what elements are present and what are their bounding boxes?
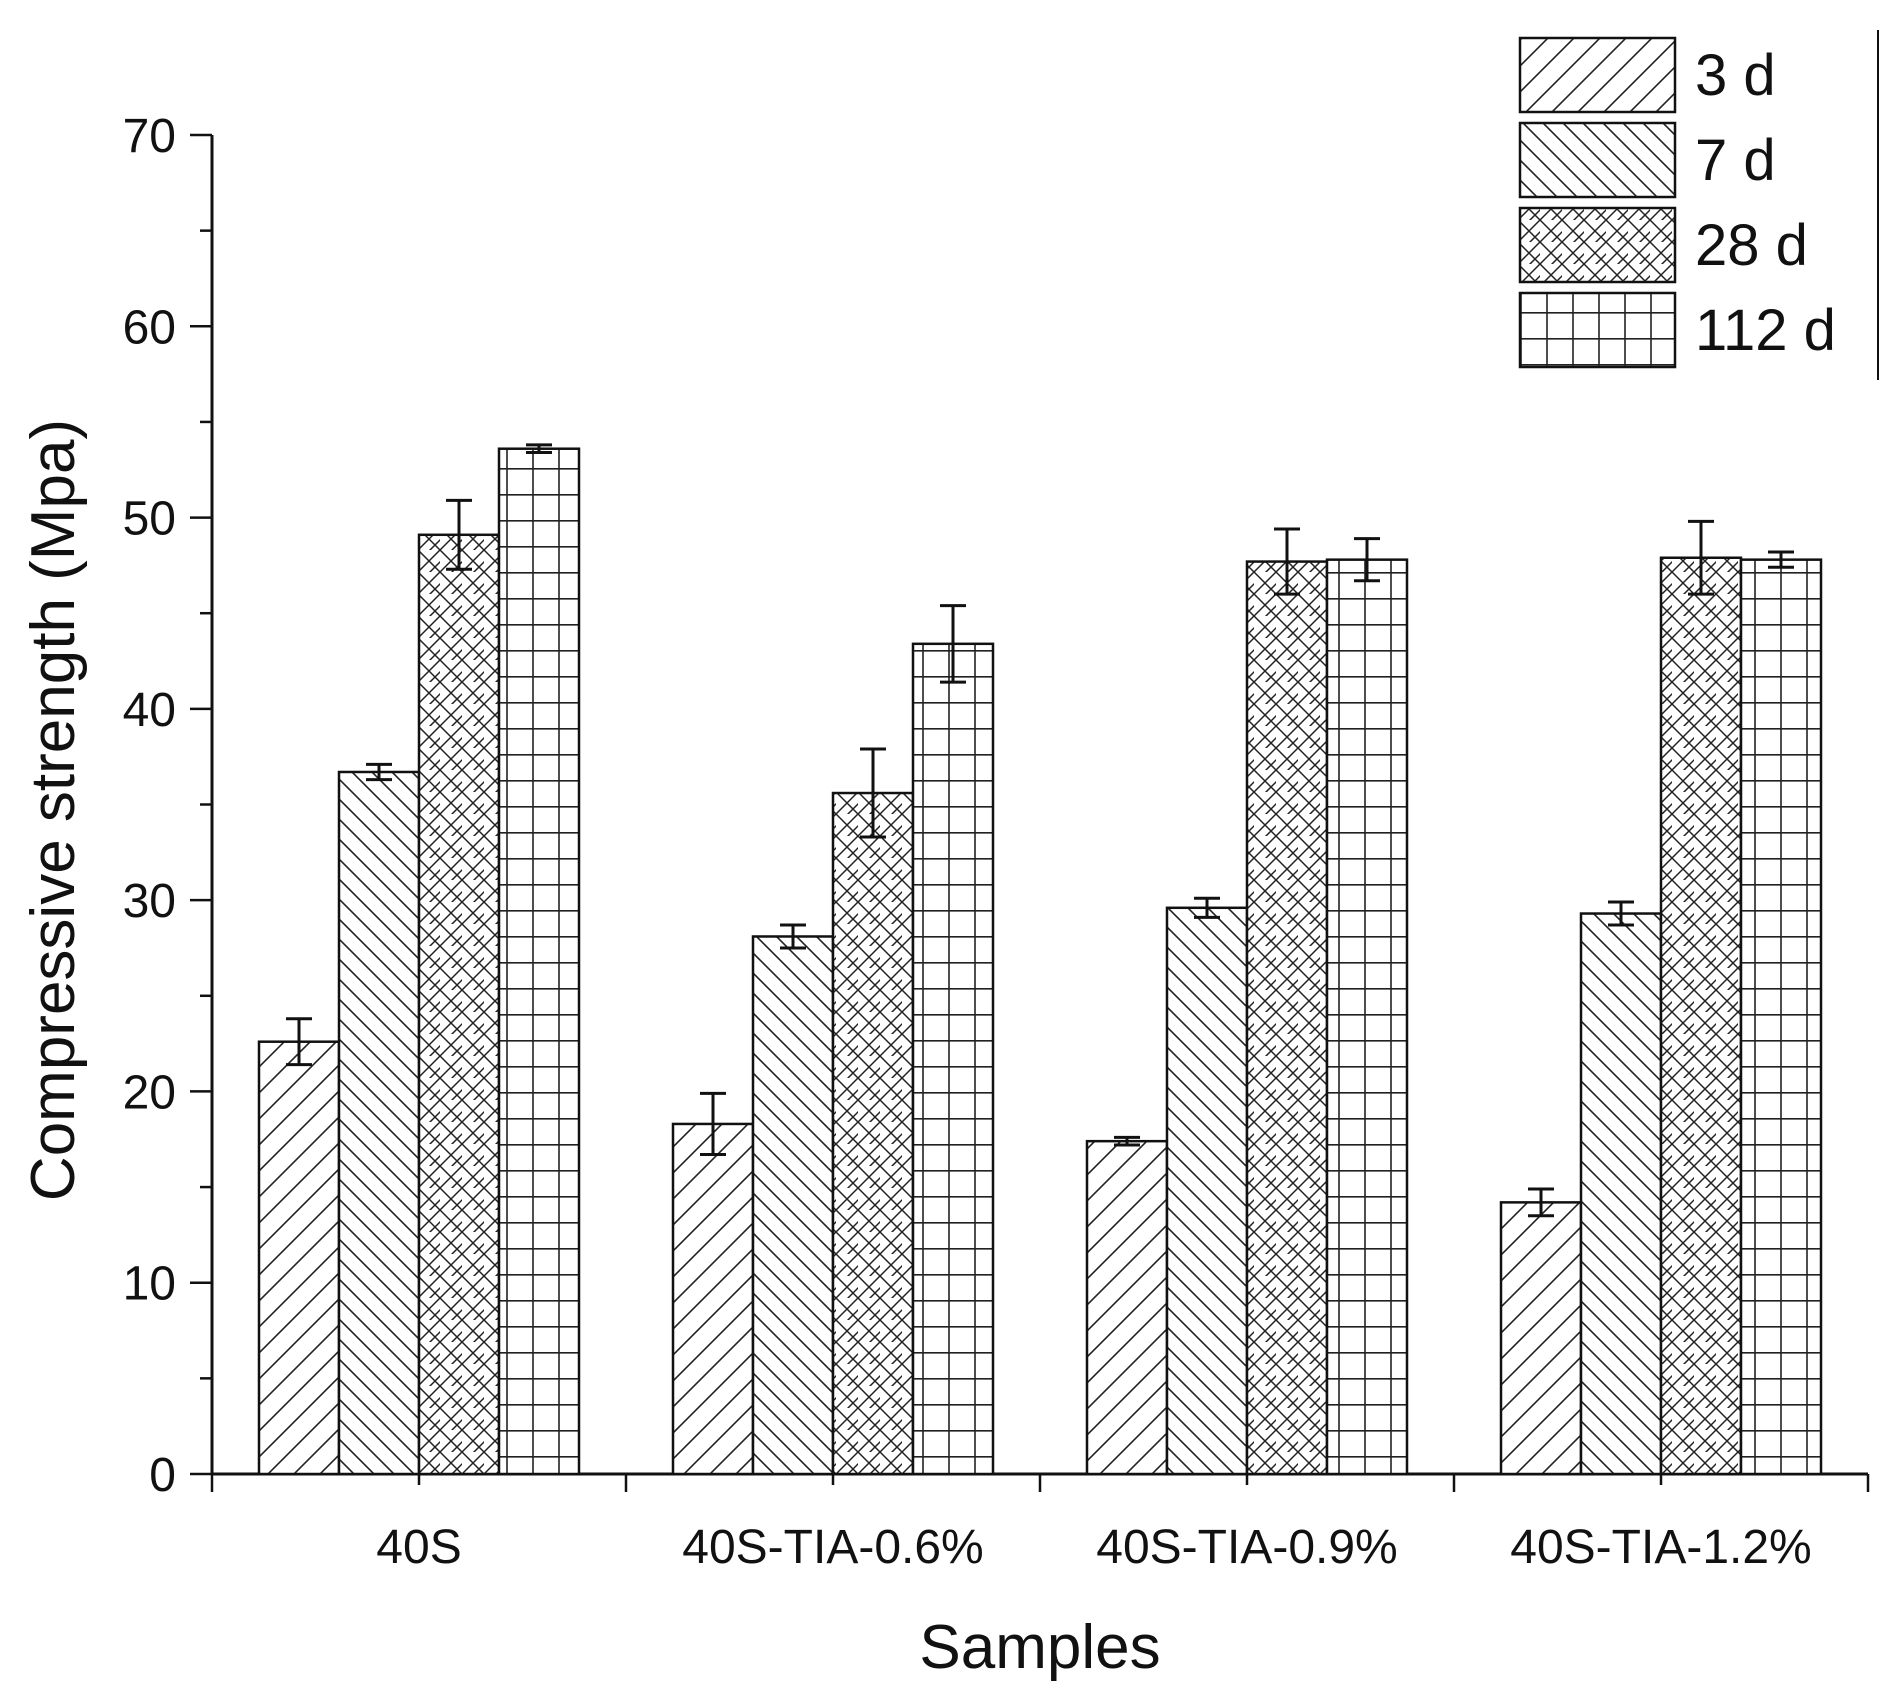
bar [497, 447, 581, 1476]
y-tick-label: 40 [123, 684, 176, 737]
legend-swatch [1518, 36, 1677, 114]
bar [1659, 556, 1743, 1476]
y-tick-label: 0 [149, 1449, 176, 1502]
bar [671, 1122, 755, 1476]
y-tick-label: 50 [123, 493, 176, 546]
error-bars-group [286, 443, 1794, 1218]
x-tick-label: 40S [376, 1521, 461, 1574]
bar [911, 642, 995, 1476]
y-axis-title: Compressive strength (Mpa) [19, 419, 88, 1201]
legend-label: 3 d [1695, 43, 1776, 108]
bar [1499, 1201, 1583, 1476]
legend-swatch [1518, 121, 1677, 199]
bar [831, 791, 915, 1476]
y-tick-label: 60 [123, 301, 176, 354]
y-tick-label: 20 [123, 1066, 176, 1119]
bar [1579, 912, 1663, 1476]
bar [417, 533, 501, 1476]
legend-label: 112 d [1695, 298, 1836, 363]
bar [1739, 558, 1823, 1476]
bar [337, 770, 421, 1476]
y-tick-label: 70 [123, 110, 176, 163]
bar [1245, 560, 1329, 1476]
x-axis-title: Samples [919, 1613, 1160, 1682]
x-tick-label: 40S-TIA-1.2% [1510, 1521, 1811, 1574]
bar [257, 1040, 341, 1476]
legend-swatch [1518, 206, 1677, 284]
x-axis-ticks: 40S 40S-TIA-0.6% 40S-TIA-0.9% 40S-TIA-1.2% [210, 1474, 1870, 1574]
x-tick-label: 40S-TIA-0.6% [682, 1521, 983, 1574]
legend-swatch [1518, 291, 1677, 369]
bar [1085, 1139, 1169, 1476]
bars-group [257, 447, 1823, 1476]
legend-label: 28 d [1695, 213, 1808, 278]
x-tick-label: 40S-TIA-0.9% [1096, 1521, 1397, 1574]
y-axis-ticks: 0 10 20 30 40 50 60 70 [123, 110, 212, 1502]
y-tick-label: 10 [123, 1258, 176, 1311]
legend: 3 d 7 d 28 d 112 d [1518, 30, 1879, 380]
bar [751, 935, 835, 1476]
bar [1325, 558, 1409, 1476]
bar [1165, 906, 1249, 1476]
legend-label: 7 d [1695, 128, 1776, 193]
y-tick-label: 30 [123, 875, 176, 928]
